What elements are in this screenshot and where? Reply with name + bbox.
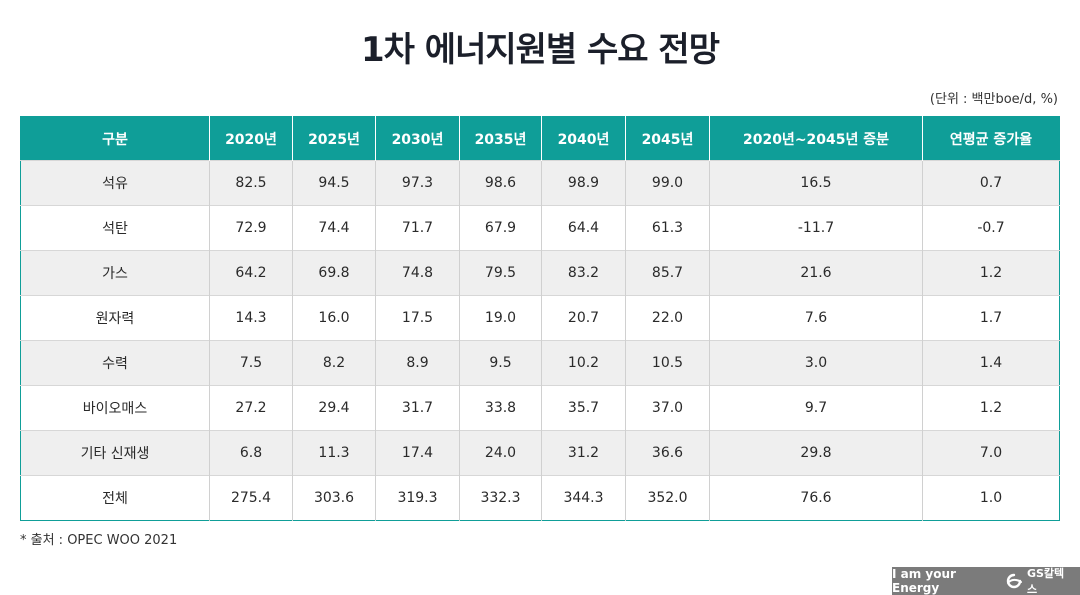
table-cell: 27.2 (209, 385, 293, 431)
table-cell: 29.8 (709, 430, 923, 476)
row-label: 가스 (20, 250, 210, 296)
table-cell: 8.9 (375, 340, 460, 386)
table-cell: 10.2 (541, 340, 626, 386)
table-cell: 83.2 (541, 250, 626, 296)
table-row: 바이오매스 27.2 29.4 31.7 33.8 35.7 37.0 9.7 … (20, 385, 1060, 431)
row-label: 수력 (20, 340, 210, 386)
row-label: 바이오매스 (20, 385, 210, 431)
header-cell: 2045년 (625, 116, 710, 161)
header-cell: 2040년 (541, 116, 626, 161)
table-cell: 22.0 (625, 295, 710, 341)
table-cell: 98.6 (459, 160, 542, 206)
row-label: 전체 (20, 475, 210, 521)
table-cell: 76.6 (709, 475, 923, 521)
brand-footer: I am your Energy GS칼텍스 (892, 567, 1080, 595)
header-cell: 2035년 (459, 116, 542, 161)
table-cell: 98.9 (541, 160, 626, 206)
table-cell: 97.3 (375, 160, 460, 206)
table-cell: 69.8 (292, 250, 376, 296)
energy-demand-table: 구분 2020년 2025년 2030년 2035년 2040년 2045년 2… (20, 116, 1060, 521)
table-row: 가스 64.2 69.8 74.8 79.5 83.2 85.7 21.6 1.… (20, 250, 1060, 296)
row-label: 기타 신재생 (20, 430, 210, 476)
unit-note: (단위 : 백만boe/d, %) (929, 92, 1058, 107)
table-row: 석탄 72.9 74.4 71.7 67.9 64.4 61.3 -11.7 -… (20, 205, 1060, 251)
table-cell: 0.7 (922, 160, 1060, 206)
table-cell: 303.6 (292, 475, 376, 521)
source-note: * 출처 : OPEC WOO 2021 (20, 533, 178, 548)
row-label: 원자력 (20, 295, 210, 341)
table-cell: 19.0 (459, 295, 542, 341)
table-cell: 74.4 (292, 205, 376, 251)
table-header-row: 구분 2020년 2025년 2030년 2035년 2040년 2045년 2… (20, 116, 1060, 161)
table-cell: 1.7 (922, 295, 1060, 341)
table-cell: 1.0 (922, 475, 1060, 521)
table-cell: 82.5 (209, 160, 293, 206)
table-row: 수력 7.5 8.2 8.9 9.5 10.2 10.5 3.0 1.4 (20, 340, 1060, 386)
table-row: 석유 82.5 94.5 97.3 98.6 98.9 99.0 16.5 0.… (20, 160, 1060, 206)
table-cell: 332.3 (459, 475, 542, 521)
table-cell: 16.0 (292, 295, 376, 341)
table-cell: 17.4 (375, 430, 460, 476)
header-cell: 구분 (20, 116, 210, 161)
table-cell: 72.9 (209, 205, 293, 251)
table-row-total: 전체 275.4 303.6 319.3 332.3 344.3 352.0 7… (20, 475, 1060, 521)
table-cell: 21.6 (709, 250, 923, 296)
table-cell: 275.4 (209, 475, 293, 521)
table-cell: 1.2 (922, 385, 1060, 431)
table-row: 원자력 14.3 16.0 17.5 19.0 20.7 22.0 7.6 1.… (20, 295, 1060, 341)
header-cell: 연평균 증가율 (922, 116, 1060, 161)
table-cell: 35.7 (541, 385, 626, 431)
table-cell: 17.5 (375, 295, 460, 341)
table-cell: 8.2 (292, 340, 376, 386)
table-cell: 352.0 (625, 475, 710, 521)
table-cell: 7.0 (922, 430, 1060, 476)
table-cell: 16.5 (709, 160, 923, 206)
table-cell: 94.5 (292, 160, 376, 206)
page-title: 1차 에너지원별 수요 전망 (361, 30, 720, 70)
table-cell: 1.4 (922, 340, 1060, 386)
table-cell: 37.0 (625, 385, 710, 431)
table-cell: 3.0 (709, 340, 923, 386)
table-cell: 36.6 (625, 430, 710, 476)
table-cell: 6.8 (209, 430, 293, 476)
table-cell: 319.3 (375, 475, 460, 521)
table-cell: -11.7 (709, 205, 923, 251)
table-cell: -0.7 (922, 205, 1060, 251)
table-cell: 31.2 (541, 430, 626, 476)
table-cell: 61.3 (625, 205, 710, 251)
table-cell: 10.5 (625, 340, 710, 386)
table-row: 기타 신재생 6.8 11.3 17.4 24.0 31.2 36.6 29.8… (20, 430, 1060, 476)
table-cell: 1.2 (922, 250, 1060, 296)
table-cell: 79.5 (459, 250, 542, 296)
brand-logo: GS칼텍스 (1026, 567, 1065, 595)
brand-tagline: I am your Energy (892, 567, 956, 595)
table-cell: 67.9 (459, 205, 542, 251)
header-cell: 2020년 (209, 116, 293, 161)
table-cell: 344.3 (541, 475, 626, 521)
table-cell: 29.4 (292, 385, 376, 431)
table-cell: 64.4 (541, 205, 626, 251)
table-cell: 9.5 (459, 340, 542, 386)
table-cell: 71.7 (375, 205, 460, 251)
table-cell: 74.8 (375, 250, 460, 296)
table-cell: 31.7 (375, 385, 460, 431)
table-cell: 64.2 (209, 250, 293, 296)
header-cell: 2025년 (292, 116, 376, 161)
table-cell: 7.6 (709, 295, 923, 341)
table-cell: 33.8 (459, 385, 542, 431)
table-cell: 11.3 (292, 430, 376, 476)
header-cell: 2020년~2045년 증분 (709, 116, 923, 161)
row-label: 석유 (20, 160, 210, 206)
gs-caltex-logo-icon (1005, 573, 1023, 589)
table-cell: 24.0 (459, 430, 542, 476)
header-cell: 2030년 (375, 116, 460, 161)
row-label: 석탄 (20, 205, 210, 251)
table-cell: 20.7 (541, 295, 626, 341)
table-cell: 9.7 (709, 385, 923, 431)
table-cell: 7.5 (209, 340, 293, 386)
table-cell: 85.7 (625, 250, 710, 296)
table-cell: 99.0 (625, 160, 710, 206)
table-cell: 14.3 (209, 295, 293, 341)
